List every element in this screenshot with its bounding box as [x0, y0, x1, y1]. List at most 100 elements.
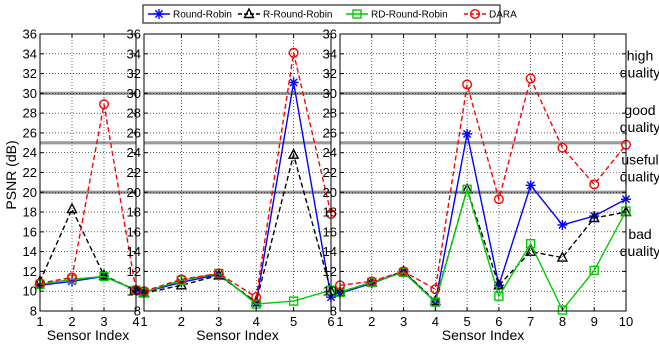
y-tick-label: 28 — [323, 106, 337, 121]
y-tick-label: 30 — [23, 86, 37, 101]
y-tick-label: 14 — [127, 244, 141, 259]
data-point — [494, 291, 504, 301]
y-tick-label: 18 — [323, 205, 337, 220]
y-tick-label: 8 — [30, 304, 37, 319]
x-tick-label: 2 — [368, 314, 375, 329]
y-tick-label: 30 — [323, 86, 337, 101]
data-point — [462, 184, 472, 195]
data-point — [462, 128, 473, 139]
y-tick-label: 24 — [127, 145, 141, 160]
quality-label-2: good quality — [620, 102, 659, 135]
quality-label-3: useful quality — [620, 152, 659, 185]
data-point — [66, 202, 78, 214]
x-tick-label: 5 — [290, 314, 297, 329]
y-tick-label: 10 — [23, 284, 37, 299]
y-tick-label: 34 — [23, 46, 37, 61]
y-tick-label: 30 — [127, 86, 141, 101]
data-point — [287, 148, 300, 159]
x-tick-label: 1 — [140, 314, 147, 329]
y-tick-label: 24 — [23, 145, 37, 160]
y-tick-label: 22 — [23, 165, 37, 180]
x-axis-label: Sensor Index — [196, 327, 279, 343]
data-point — [493, 278, 505, 290]
y-tick-label: 10 — [127, 284, 141, 299]
quality-label-1: high quality — [620, 48, 659, 81]
series-line-3 — [143, 272, 332, 305]
data-point — [493, 194, 504, 205]
series-line-3 — [339, 186, 627, 312]
y-tick-label: 26 — [127, 125, 141, 140]
legend-label-1: Round-Robin — [173, 10, 232, 21]
legend-label-2: R-Round-Robin — [263, 10, 332, 21]
x-tick-label: 3 — [100, 314, 107, 329]
data-point — [98, 99, 109, 110]
y-tick-label: 36 — [23, 27, 37, 42]
y-tick-label: 16 — [323, 224, 337, 239]
data-point — [525, 239, 536, 249]
y-tick-label: 20 — [23, 185, 37, 200]
x-tick-label: 5 — [463, 314, 470, 329]
y-tick-label: 18 — [127, 205, 141, 220]
data-point — [213, 268, 224, 279]
data-point — [397, 264, 410, 276]
y-tick-label: 12 — [127, 264, 141, 279]
x-tick-label: 1 — [336, 314, 343, 329]
data-point — [251, 292, 262, 303]
x-tick-label: 4 — [132, 314, 139, 329]
y-axis-label: PSNR (dB) — [3, 140, 19, 209]
data-point — [557, 219, 568, 230]
y-tick-label: 20 — [127, 185, 141, 200]
data-point — [430, 297, 441, 307]
legend-marker-2 — [243, 7, 255, 19]
data-point — [462, 79, 473, 90]
y-tick-label: 14 — [323, 244, 337, 259]
series-line-4 — [339, 76, 627, 291]
data-point — [525, 73, 536, 84]
y-tick-label: 32 — [23, 66, 37, 81]
y-tick-label: 22 — [323, 165, 337, 180]
x-axis-label: Sensor Index — [47, 327, 130, 343]
data-point — [588, 211, 600, 223]
y-tick-label: 14 — [23, 244, 37, 259]
y-tick-label: 34 — [127, 46, 141, 61]
y-tick-label: 26 — [323, 125, 337, 140]
y-tick-label: 36 — [323, 27, 337, 42]
x-tick-label: 8 — [559, 314, 566, 329]
x-tick-label: 6 — [495, 314, 502, 329]
y-tick-label: 34 — [323, 46, 337, 61]
data-point — [525, 180, 536, 191]
quality-labels: high quality good quality useful quality bad qu… — [620, 48, 659, 259]
x-tick-label: 6 — [327, 314, 334, 329]
data-point — [430, 284, 441, 295]
data-point — [176, 274, 187, 285]
x-tick-label: 3 — [400, 314, 407, 329]
data-point — [525, 245, 537, 256]
legend-marker-1 — [154, 9, 164, 19]
data-point — [556, 251, 569, 262]
legend-marker-3 — [352, 9, 362, 19]
x-tick-label: 4 — [432, 314, 439, 329]
data-point — [288, 47, 299, 58]
y-tick-label: 20 — [323, 185, 337, 200]
y-tick-label: 12 — [323, 264, 337, 279]
y-tick-label: 8 — [134, 304, 141, 319]
legend-label-4: DARA — [489, 10, 517, 21]
data-point — [398, 266, 409, 277]
y-tick-label: 16 — [23, 224, 37, 239]
legend-marker-4 — [470, 8, 481, 20]
x-tick-label: 1 — [36, 314, 43, 329]
y-tick-label: 32 — [127, 66, 141, 81]
data-point — [99, 271, 109, 282]
y-tick-label: 32 — [323, 66, 337, 81]
data-point — [288, 77, 299, 88]
y-tick-label: 8 — [330, 304, 337, 319]
quality-label-4: bad quality — [620, 226, 659, 259]
legend-label-3: RD-Round-Robin — [371, 10, 448, 21]
x-tick-label: 3 — [215, 314, 222, 329]
data-point — [557, 305, 568, 315]
